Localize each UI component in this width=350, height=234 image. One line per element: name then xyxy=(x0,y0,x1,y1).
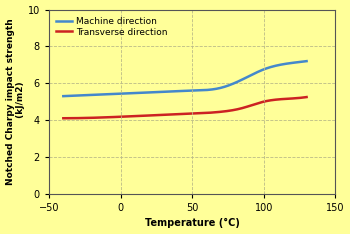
Transverse direction xyxy=(282,98,286,100)
Machine direction xyxy=(304,60,309,62)
Transverse direction xyxy=(266,99,271,102)
Machine direction xyxy=(282,63,286,66)
Transverse direction xyxy=(62,117,66,120)
Machine direction xyxy=(62,95,66,98)
Line: Transverse direction: Transverse direction xyxy=(63,97,307,118)
Machine direction xyxy=(210,88,214,91)
Transverse direction xyxy=(205,111,209,114)
Transverse direction xyxy=(304,96,309,99)
Machine direction xyxy=(266,66,271,69)
Machine direction xyxy=(206,88,210,91)
Transverse direction xyxy=(210,111,214,114)
Transverse direction xyxy=(206,111,210,114)
X-axis label: Temperature (°C): Temperature (°C) xyxy=(145,218,239,228)
Machine direction xyxy=(61,95,65,98)
Machine direction xyxy=(205,88,209,91)
Y-axis label: Notched Charpy impact strength
 (kJ/m2): Notched Charpy impact strength (kJ/m2) xyxy=(6,18,25,185)
Transverse direction xyxy=(61,117,65,120)
Line: Machine direction: Machine direction xyxy=(63,61,307,96)
Legend: Machine direction, Transverse direction: Machine direction, Transverse direction xyxy=(54,14,170,39)
